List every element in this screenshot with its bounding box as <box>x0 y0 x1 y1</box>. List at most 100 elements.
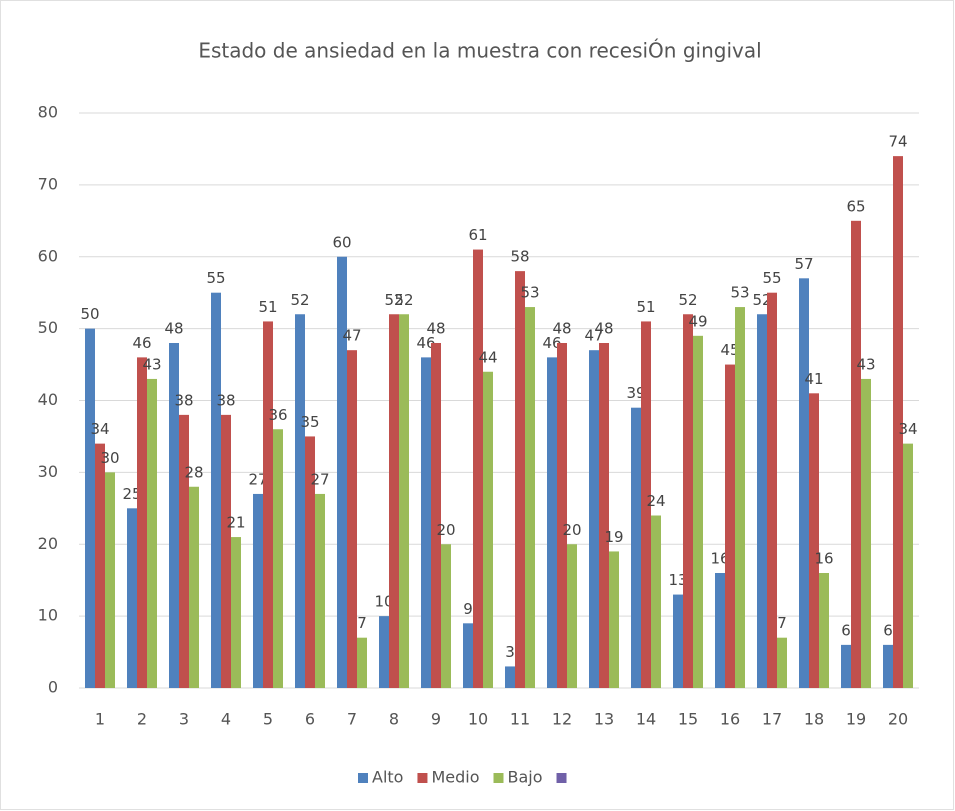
legend-label: Bajo <box>508 768 543 787</box>
bar <box>715 573 725 688</box>
x-tick-label: 20 <box>888 710 908 729</box>
y-tick-label: 40 <box>38 390 58 409</box>
bar <box>525 307 535 688</box>
bar <box>105 472 115 688</box>
bar <box>599 343 609 688</box>
data-label: 61 <box>468 226 487 244</box>
data-label: 48 <box>164 320 183 338</box>
data-label: 10 <box>374 593 393 611</box>
data-label: 46 <box>132 334 151 352</box>
x-tick-label: 10 <box>468 710 488 729</box>
bar <box>809 393 819 688</box>
x-tick-label: 2 <box>137 710 147 729</box>
bar <box>567 544 577 688</box>
data-label: 44 <box>478 348 497 366</box>
bar <box>431 343 441 688</box>
data-label: 46 <box>542 334 561 352</box>
data-label: 3 <box>505 643 515 661</box>
legend-swatch <box>417 773 428 783</box>
data-label: 41 <box>804 370 823 388</box>
data-label: 53 <box>520 284 539 302</box>
data-label: 16 <box>814 550 833 568</box>
y-tick-label: 70 <box>38 174 58 193</box>
data-label: 52 <box>752 291 771 309</box>
bar <box>693 335 703 688</box>
x-tick-label: 13 <box>594 710 614 729</box>
data-label: 45 <box>720 341 739 359</box>
bar <box>893 156 903 688</box>
data-label: 55 <box>206 269 225 287</box>
data-label: 48 <box>552 320 571 338</box>
data-label: 13 <box>668 571 687 589</box>
y-tick-label: 30 <box>38 462 58 481</box>
bar <box>347 350 357 688</box>
data-label: 19 <box>604 528 623 546</box>
bar <box>883 644 893 688</box>
data-label: 43 <box>856 355 875 373</box>
data-label: 36 <box>268 406 287 424</box>
bar <box>505 666 515 688</box>
x-tick-label: 7 <box>347 710 357 729</box>
bar <box>179 414 189 688</box>
data-label: 50 <box>80 305 99 323</box>
bar <box>463 623 473 688</box>
bar <box>221 414 231 688</box>
x-tick-label: 4 <box>221 710 231 729</box>
bar <box>273 429 283 688</box>
bar <box>211 292 221 688</box>
bar <box>777 637 787 688</box>
x-tick-label: 16 <box>720 710 740 729</box>
bar <box>841 644 851 688</box>
bar <box>263 321 273 688</box>
data-label: 6 <box>841 621 851 639</box>
bar <box>147 378 157 688</box>
data-label: 9 <box>463 600 473 618</box>
bar <box>757 314 767 688</box>
data-label: 27 <box>248 470 267 488</box>
bar <box>357 637 367 688</box>
x-tick-label: 3 <box>179 710 189 729</box>
data-label: 52 <box>384 291 403 309</box>
data-label: 39 <box>626 384 645 402</box>
data-label: 30 <box>100 449 119 467</box>
data-label: 28 <box>184 463 203 481</box>
data-label: 47 <box>584 327 603 345</box>
bar <box>231 537 241 688</box>
data-label: 16 <box>710 550 729 568</box>
y-tick-label: 10 <box>38 606 58 625</box>
x-tick-label: 18 <box>804 710 824 729</box>
bar <box>127 508 137 688</box>
bar <box>735 307 745 688</box>
data-label: 52 <box>394 291 413 309</box>
data-label: 65 <box>846 197 865 215</box>
x-tick-label: 19 <box>846 710 866 729</box>
bar <box>641 321 651 688</box>
x-tick-label: 17 <box>762 710 782 729</box>
x-tick-label: 9 <box>431 710 441 729</box>
data-label: 55 <box>762 269 781 287</box>
bar <box>315 493 325 688</box>
data-label: 35 <box>300 413 319 431</box>
data-label: 7 <box>777 614 787 632</box>
bar <box>483 371 493 688</box>
x-tick-label: 12 <box>552 710 572 729</box>
bar <box>379 616 389 688</box>
bar <box>903 443 913 688</box>
legend-swatch <box>358 773 368 783</box>
legend-swatch <box>493 773 504 783</box>
x-tick-label: 11 <box>510 710 530 729</box>
bar <box>819 573 829 688</box>
bar <box>673 594 683 688</box>
bar <box>137 357 147 688</box>
bar <box>589 350 599 688</box>
chart-title: Estado de ansiedad en la muestra con rec… <box>198 39 761 63</box>
data-label: 74 <box>888 133 907 151</box>
data-label: 58 <box>510 248 529 266</box>
bar <box>557 343 567 688</box>
bar <box>421 357 431 688</box>
y-tick-label: 80 <box>38 103 58 122</box>
data-label: 49 <box>688 312 707 330</box>
y-tick-label: 60 <box>38 246 58 265</box>
data-label: 27 <box>310 470 329 488</box>
